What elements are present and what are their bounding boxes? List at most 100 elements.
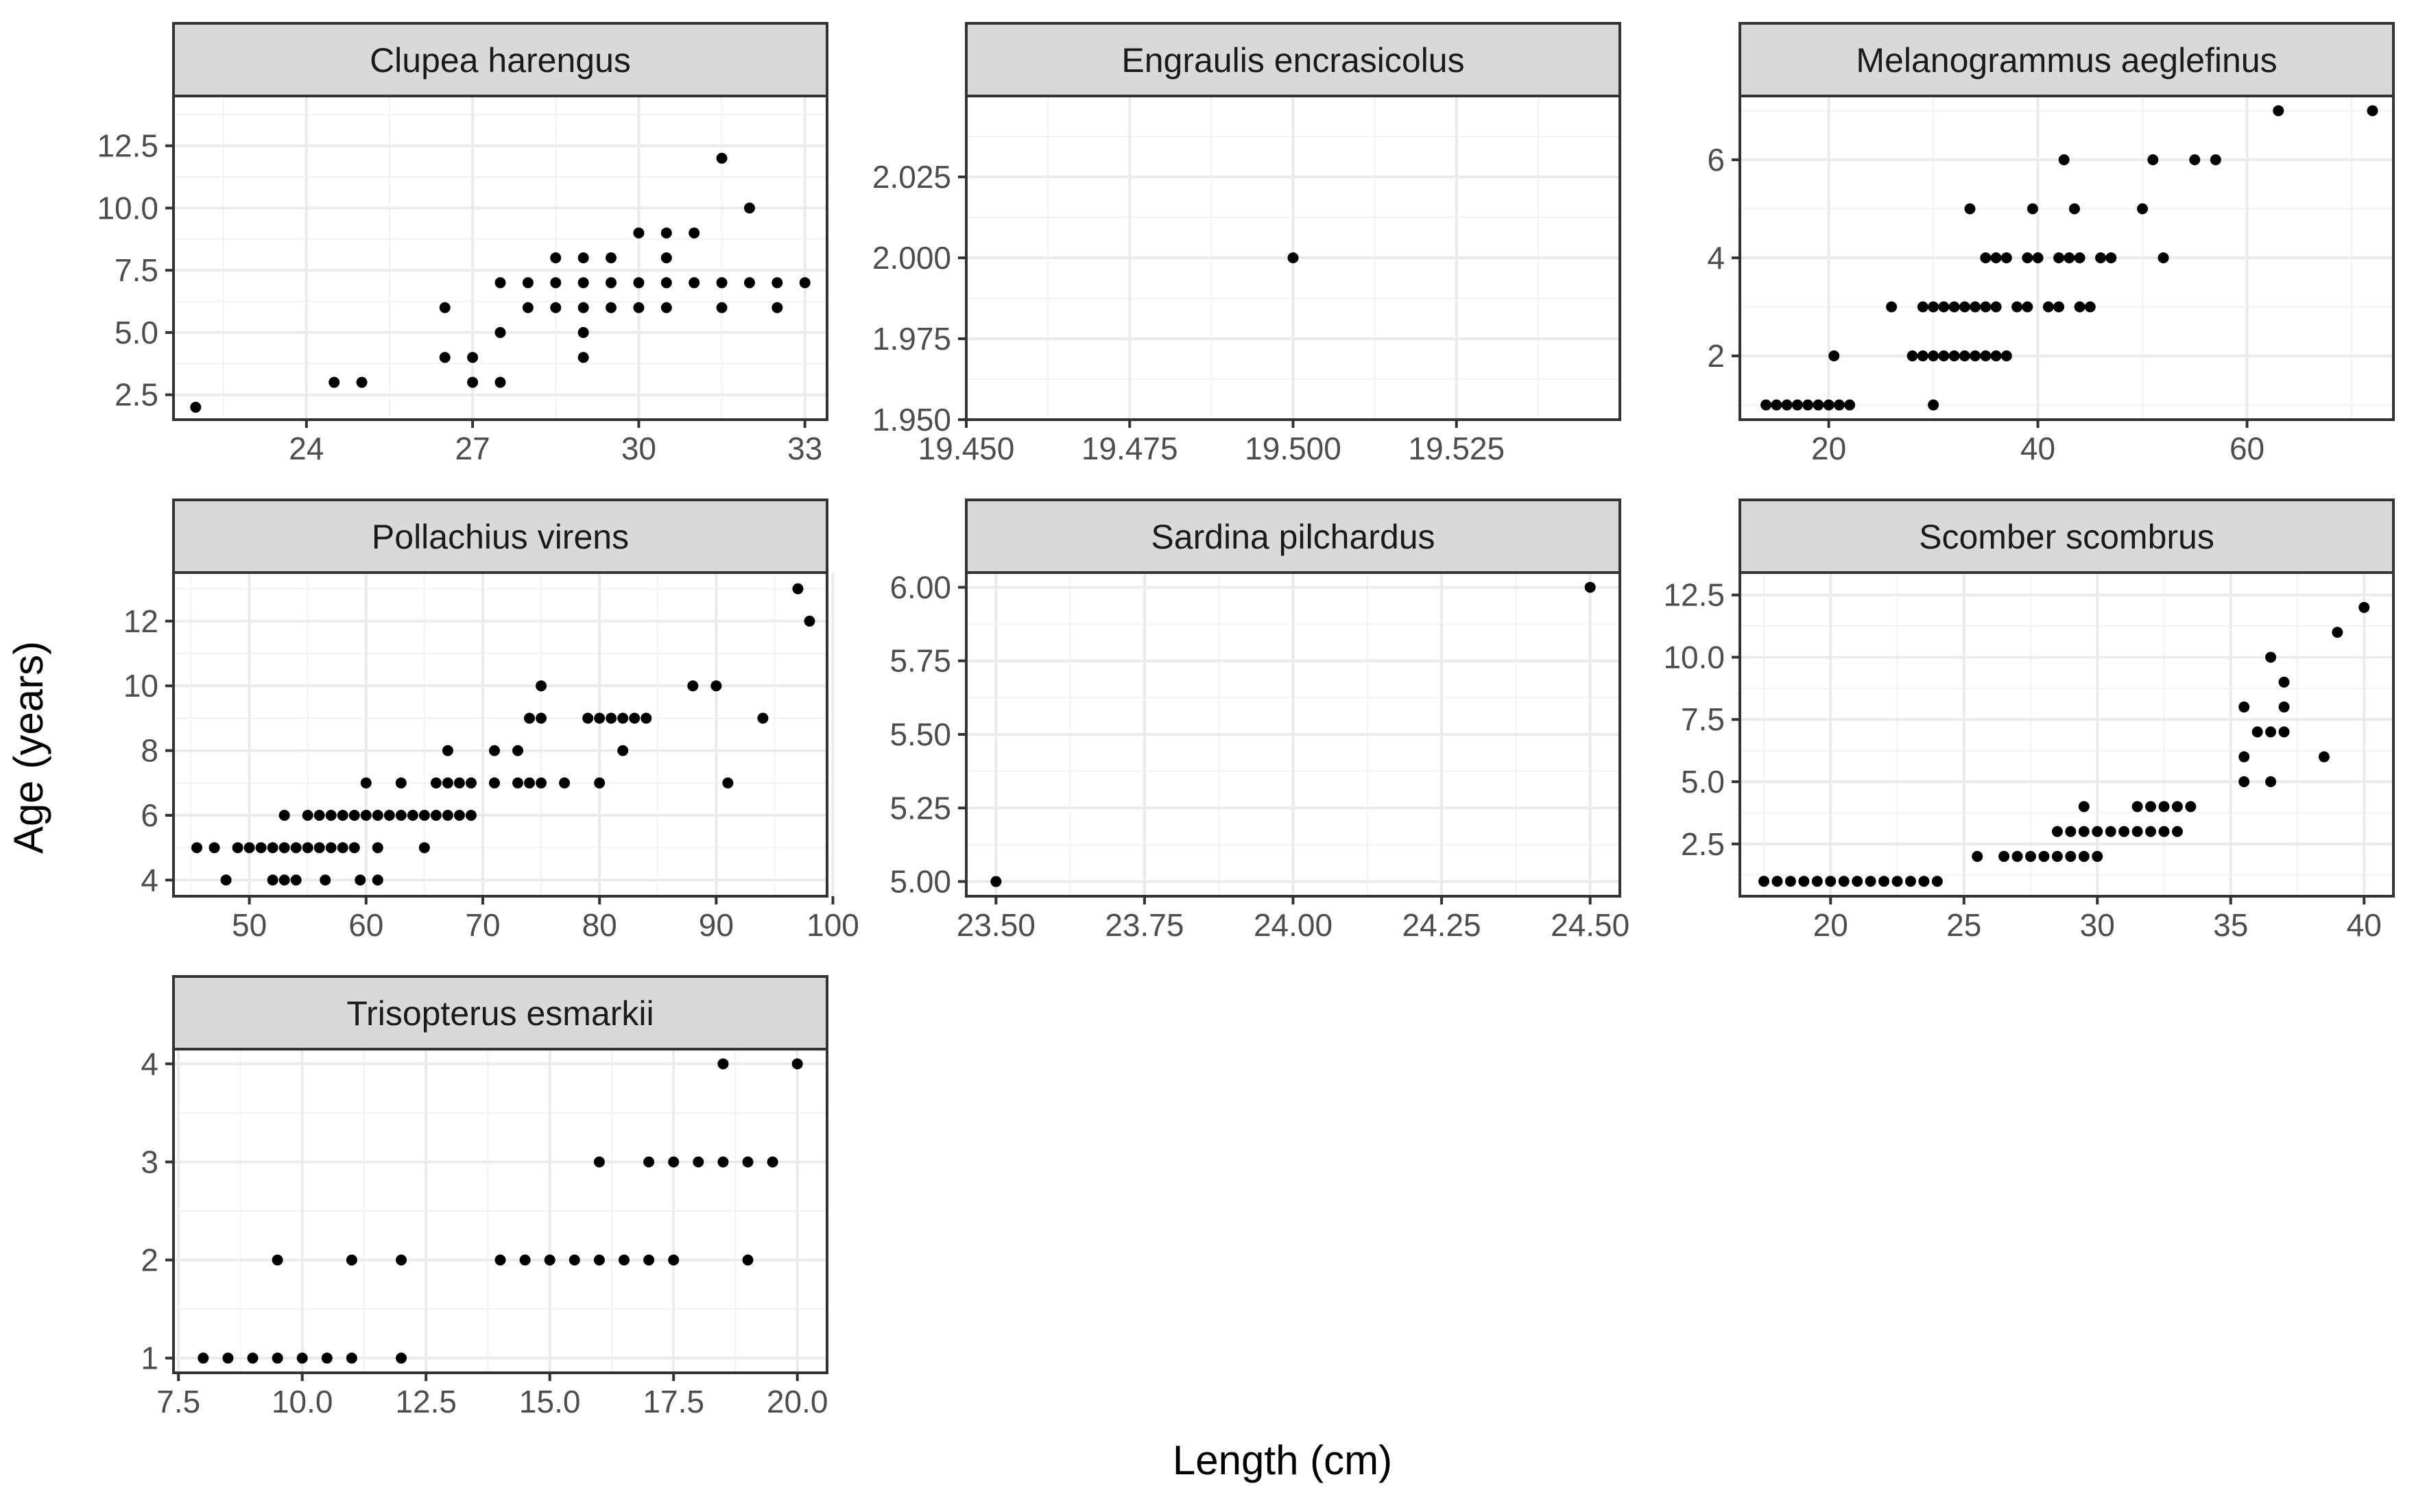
- data-point: [582, 712, 594, 724]
- x-tick-label: 12.5: [395, 1384, 457, 1419]
- data-point: [2131, 801, 2143, 813]
- data-point: [643, 1254, 655, 1266]
- data-point: [1798, 876, 1810, 887]
- data-point: [1813, 399, 1824, 411]
- data-point: [1948, 350, 1960, 362]
- data-point: [2105, 826, 2116, 837]
- data-point: [512, 777, 524, 789]
- data-point: [2251, 726, 2263, 738]
- data-point: [550, 252, 562, 263]
- data-point: [660, 277, 672, 289]
- x-tick-label: 24.25: [1402, 907, 1481, 943]
- data-point: [222, 1352, 234, 1364]
- data-point: [1844, 399, 1856, 411]
- facet-panel-clupea-harengus: Clupea harengus 24 27 30 33 2.5 5.0 7.5 10.0 12.5: [97, 22, 828, 466]
- data-point: [1287, 252, 1299, 263]
- data-point: [1878, 876, 1890, 887]
- x-tick-label: 20: [1811, 431, 1846, 466]
- data-point: [617, 745, 629, 756]
- facet-strip: [172, 975, 828, 1051]
- data-point: [383, 810, 395, 821]
- data-point: [1758, 876, 1770, 887]
- x-tick-label: 30: [621, 431, 656, 466]
- data-point: [356, 376, 368, 388]
- data-point: [2078, 826, 2090, 837]
- y-tick-label: 10.0: [97, 190, 158, 226]
- facet-panel-melanogrammus-aeglefinus: Melanogrammus aeglefinus 20 40 60 2 4 6: [1707, 22, 2395, 466]
- data-point: [494, 1254, 506, 1266]
- x-axis-title: Length (cm): [1173, 1437, 1392, 1483]
- data-point: [407, 810, 418, 821]
- data-point: [442, 745, 453, 756]
- x-tick-label: 19.525: [1408, 431, 1505, 466]
- data-point: [372, 810, 383, 821]
- x-tick-label: 90: [699, 907, 734, 943]
- data-point: [633, 227, 645, 239]
- facet-strip-label: Sardina pilchardus: [1151, 518, 1435, 556]
- y-tick-label: 12.5: [97, 128, 158, 164]
- x-tick-label: 27: [455, 431, 490, 466]
- data-point: [2011, 850, 2023, 862]
- data-point: [348, 842, 360, 854]
- data-point: [247, 1352, 259, 1364]
- data-point: [2074, 252, 2086, 263]
- facet-strip: [172, 22, 828, 97]
- data-point: [710, 680, 722, 692]
- data-point: [524, 712, 536, 724]
- y-tick-label: 2.025: [872, 159, 951, 195]
- data-point: [593, 1254, 605, 1266]
- data-point: [2265, 651, 2277, 663]
- data-point: [346, 1352, 357, 1364]
- data-point: [512, 745, 524, 756]
- data-point: [524, 777, 536, 789]
- x-tick-label: 7.5: [156, 1384, 200, 1419]
- y-tick-label: 5.50: [889, 717, 951, 752]
- data-point: [290, 842, 302, 854]
- data-point: [2084, 301, 2096, 313]
- data-point: [328, 376, 340, 388]
- x-tick-label: 50: [232, 907, 267, 943]
- data-point: [577, 252, 589, 263]
- data-point: [1904, 876, 1916, 887]
- data-point: [243, 842, 255, 854]
- data-point: [2158, 826, 2170, 837]
- y-tick-label: 10.0: [1663, 639, 1725, 675]
- data-point: [2065, 826, 2077, 837]
- data-point: [1980, 350, 1992, 362]
- data-point: [313, 810, 325, 821]
- data-point: [716, 302, 728, 313]
- data-point: [1959, 350, 1970, 362]
- data-point: [1833, 399, 1845, 411]
- data-point: [743, 277, 755, 289]
- data-point: [660, 227, 672, 239]
- data-point: [1998, 850, 2010, 862]
- data-point: [1802, 399, 1814, 411]
- data-point: [1784, 876, 1796, 887]
- data-point: [2358, 601, 2370, 613]
- data-point: [1980, 252, 1992, 263]
- data-point: [232, 842, 243, 854]
- data-point: [742, 1156, 754, 1168]
- data-point: [2145, 801, 2157, 813]
- data-point: [2000, 350, 2012, 362]
- facet-strip: [1738, 499, 2395, 574]
- y-axis-title: Age (years): [5, 641, 51, 854]
- data-point: [1811, 876, 1823, 887]
- data-point: [2078, 850, 2090, 862]
- data-point: [641, 712, 652, 724]
- data-point: [550, 302, 562, 313]
- data-point: [522, 277, 534, 289]
- data-point: [2027, 203, 2038, 215]
- data-point: [2092, 850, 2103, 862]
- data-point: [320, 874, 331, 886]
- data-point: [2185, 801, 2197, 813]
- data-point: [220, 874, 232, 886]
- data-point: [606, 277, 617, 289]
- data-point: [2011, 301, 2023, 313]
- x-tick-label: 60: [2230, 431, 2264, 466]
- data-point: [1771, 399, 1782, 411]
- data-point: [633, 302, 645, 313]
- data-point: [494, 326, 506, 338]
- data-point: [325, 842, 337, 854]
